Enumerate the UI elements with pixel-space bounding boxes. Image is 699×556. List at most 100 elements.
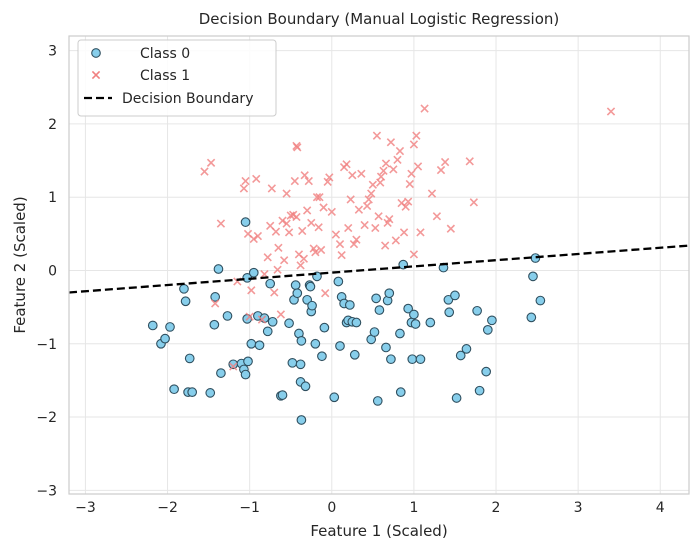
class-0-point [349, 349, 360, 360]
x-tick-label: 1 [409, 500, 418, 516]
class-1-point [325, 173, 334, 182]
y-tick-label: −3 [36, 483, 57, 499]
class-1-point [290, 176, 299, 186]
class-0-point [209, 319, 220, 330]
class-1-point [393, 155, 402, 165]
class-1-point [271, 227, 281, 236]
class-1-point [335, 239, 345, 249]
x-tick-label: 0 [327, 500, 336, 516]
class-0-point [319, 322, 330, 333]
class-1-point [270, 288, 279, 297]
class-0-point [403, 303, 414, 314]
tick-labels: −3 −2 −1 0 1 2 3 4 −3 −2 −1 0 1 2 3 [36, 44, 664, 516]
class-0-point [296, 415, 307, 425]
class-1-point [362, 201, 372, 211]
class-1-point [337, 250, 346, 260]
class-1-point [307, 218, 316, 228]
class-0-point [461, 344, 472, 354]
class-1-point [440, 157, 450, 167]
class-1-point [405, 179, 414, 189]
class-1-point [348, 171, 357, 180]
class-1-point [349, 239, 359, 249]
class-1-point [282, 189, 291, 198]
class-1-point [263, 253, 272, 262]
y-tick-label: −2 [36, 410, 57, 426]
class-1-point [380, 241, 390, 250]
class-0-point [474, 385, 485, 396]
class-0-point [254, 340, 265, 351]
class-1-point [299, 254, 309, 263]
class-1-point [416, 228, 425, 237]
legend-label: Class 1 [140, 68, 190, 84]
class-1-point [274, 243, 283, 252]
class-1-point [360, 220, 369, 230]
chart-title: Decision Boundary (Manual Logistic Regre… [199, 10, 560, 28]
class-1-point [300, 171, 309, 180]
class-0-point [277, 390, 288, 400]
class-0-point [386, 354, 396, 365]
y-tick-label: 3 [48, 44, 57, 60]
class-1-point [312, 193, 322, 202]
legend-label: Decision Boundary [122, 91, 253, 107]
y-tick-label: 1 [48, 190, 57, 206]
class-0-point [296, 335, 307, 346]
class-0-point [240, 217, 251, 227]
class-0-point [395, 328, 405, 339]
class-0-point [184, 353, 195, 364]
class-1-point [407, 169, 416, 178]
class-0-point [169, 384, 179, 395]
class-0-point [371, 293, 381, 304]
class-1-point [249, 234, 258, 244]
class-1-point [241, 176, 250, 186]
class-1-point [311, 248, 320, 257]
class-0-point [187, 387, 198, 397]
class-1-point [391, 236, 400, 245]
class-0-point [351, 317, 362, 328]
class-1-point [379, 166, 388, 176]
class-0-point [213, 264, 224, 274]
class-0-point [317, 351, 327, 362]
class-1-point [446, 224, 456, 233]
class-0-point [528, 271, 538, 282]
class-0-point [410, 319, 421, 329]
class-1-point [273, 265, 282, 274]
class-0-point [333, 276, 344, 287]
class-0-point [290, 280, 301, 291]
class-0-point [409, 309, 419, 320]
class-1-point [229, 362, 238, 371]
class-1-point [381, 159, 391, 168]
class-0-point [425, 317, 436, 328]
class-1-point [389, 165, 398, 174]
class-1-point [211, 299, 220, 308]
class-0-point [179, 283, 189, 294]
class-1-point [409, 250, 419, 259]
class-0-point [265, 278, 276, 289]
class-0-point [472, 305, 482, 316]
class-0-point [240, 369, 251, 380]
class-1-point [395, 146, 405, 156]
class-0-point [287, 357, 298, 368]
class-0-point [292, 288, 303, 299]
class-1-point [216, 219, 226, 228]
class-1-point [315, 193, 324, 202]
plot-frame [68, 35, 690, 495]
class-1-point [314, 223, 323, 232]
class-1-point [413, 162, 423, 171]
y-tick-label: 2 [48, 117, 57, 133]
class-0-point [450, 290, 460, 301]
class-1-point [206, 158, 216, 167]
class-1-point [267, 184, 276, 193]
class-0-point [160, 333, 170, 344]
class-0-point [305, 281, 316, 292]
class-1-point [352, 235, 361, 244]
class-1-point [420, 104, 429, 113]
class-0-point [335, 341, 345, 351]
class-1-point [293, 143, 302, 152]
legend-box [77, 39, 277, 117]
grid-lines [69, 36, 689, 494]
legend-class-0-marker [91, 48, 101, 58]
class-0-point [216, 368, 226, 378]
class-1-point [316, 245, 326, 255]
class-1-point [374, 212, 383, 221]
class-0-point [329, 392, 340, 403]
